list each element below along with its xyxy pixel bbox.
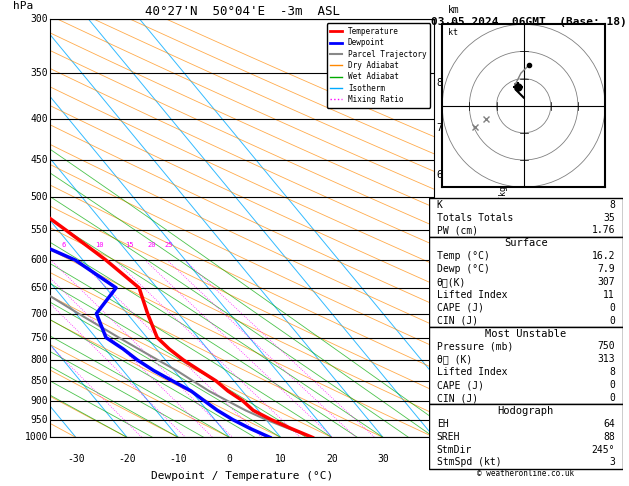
Text: 3: 3 bbox=[436, 309, 442, 319]
Text: 313: 313 bbox=[598, 354, 615, 364]
Text: 750: 750 bbox=[598, 342, 615, 351]
Text: 350: 350 bbox=[31, 68, 48, 78]
Text: 64: 64 bbox=[603, 419, 615, 429]
Text: EH: EH bbox=[437, 419, 448, 429]
Text: 15: 15 bbox=[125, 243, 134, 248]
FancyBboxPatch shape bbox=[429, 404, 623, 469]
Text: Surface: Surface bbox=[504, 239, 548, 248]
Text: 4: 4 bbox=[436, 266, 442, 277]
Text: 500: 500 bbox=[31, 192, 48, 202]
Text: 3: 3 bbox=[609, 457, 615, 468]
Text: hPa: hPa bbox=[13, 1, 33, 11]
Text: StmSpd (kt): StmSpd (kt) bbox=[437, 457, 501, 468]
Text: 800: 800 bbox=[31, 355, 48, 365]
Text: Lifted Index: Lifted Index bbox=[437, 290, 507, 300]
Text: -20: -20 bbox=[118, 454, 136, 464]
Text: =1LCL: =1LCL bbox=[436, 396, 461, 405]
Text: 1.76: 1.76 bbox=[591, 226, 615, 236]
Text: 0: 0 bbox=[609, 303, 615, 313]
Text: CIN (J): CIN (J) bbox=[437, 316, 478, 326]
Text: 7: 7 bbox=[436, 123, 442, 133]
Text: 0: 0 bbox=[226, 454, 232, 464]
Text: 7.9: 7.9 bbox=[598, 264, 615, 274]
Text: K: K bbox=[437, 200, 443, 210]
Text: 25: 25 bbox=[165, 243, 173, 248]
Text: CAPE (J): CAPE (J) bbox=[437, 380, 484, 390]
Text: 850: 850 bbox=[31, 376, 48, 386]
Text: 0: 0 bbox=[609, 316, 615, 326]
Text: 40: 40 bbox=[428, 454, 440, 464]
Text: -30: -30 bbox=[67, 454, 85, 464]
Text: 8: 8 bbox=[609, 200, 615, 210]
Text: 5: 5 bbox=[436, 219, 442, 228]
Text: 0: 0 bbox=[609, 393, 615, 403]
Text: 6: 6 bbox=[436, 170, 442, 180]
Text: 20: 20 bbox=[326, 454, 338, 464]
Text: 2: 2 bbox=[436, 355, 442, 365]
Text: SREH: SREH bbox=[437, 432, 460, 442]
Text: 88: 88 bbox=[603, 432, 615, 442]
Text: 450: 450 bbox=[31, 155, 48, 165]
Text: 400: 400 bbox=[31, 114, 48, 124]
FancyBboxPatch shape bbox=[429, 327, 623, 404]
Text: 8: 8 bbox=[436, 78, 442, 88]
Title: 40°27'N  50°04'E  -3m  ASL: 40°27'N 50°04'E -3m ASL bbox=[145, 5, 340, 18]
Text: 650: 650 bbox=[31, 283, 48, 293]
Text: 300: 300 bbox=[31, 15, 48, 24]
Text: 1000: 1000 bbox=[25, 433, 48, 442]
Legend: Temperature, Dewpoint, Parcel Trajectory, Dry Adiabat, Wet Adiabat, Isotherm, Mi: Temperature, Dewpoint, Parcel Trajectory… bbox=[326, 23, 430, 107]
Text: 245°: 245° bbox=[591, 445, 615, 454]
Text: 8: 8 bbox=[609, 367, 615, 377]
Text: Most Unstable: Most Unstable bbox=[485, 329, 567, 339]
Text: 10: 10 bbox=[95, 243, 104, 248]
Text: 0: 0 bbox=[609, 380, 615, 390]
Text: Dewpoint / Temperature (°C): Dewpoint / Temperature (°C) bbox=[151, 471, 333, 481]
Text: 10: 10 bbox=[275, 454, 287, 464]
Text: -10: -10 bbox=[169, 454, 187, 464]
Text: 16.2: 16.2 bbox=[591, 251, 615, 261]
Text: © weatheronline.co.uk: © weatheronline.co.uk bbox=[477, 469, 574, 478]
Text: PW (cm): PW (cm) bbox=[437, 226, 478, 236]
Text: Temp (°C): Temp (°C) bbox=[437, 251, 489, 261]
Text: StmDir: StmDir bbox=[437, 445, 472, 454]
Text: 900: 900 bbox=[31, 396, 48, 406]
FancyBboxPatch shape bbox=[429, 237, 623, 327]
Text: km: km bbox=[448, 5, 459, 15]
Text: 11: 11 bbox=[603, 290, 615, 300]
Text: kt: kt bbox=[448, 28, 458, 37]
Text: 30: 30 bbox=[377, 454, 389, 464]
FancyBboxPatch shape bbox=[429, 198, 623, 237]
Text: Mixing Ratio (g/kg): Mixing Ratio (g/kg) bbox=[499, 181, 508, 276]
Text: Totals Totals: Totals Totals bbox=[437, 212, 513, 223]
Text: 550: 550 bbox=[31, 225, 48, 235]
Text: 20: 20 bbox=[147, 243, 156, 248]
Text: 950: 950 bbox=[31, 415, 48, 425]
Text: 35: 35 bbox=[603, 212, 615, 223]
Text: θᴄ(K): θᴄ(K) bbox=[437, 277, 466, 287]
Text: CAPE (J): CAPE (J) bbox=[437, 303, 484, 313]
Text: θᴄ (K): θᴄ (K) bbox=[437, 354, 472, 364]
Text: 700: 700 bbox=[31, 309, 48, 319]
Text: Hodograph: Hodograph bbox=[498, 406, 554, 416]
Text: Pressure (mb): Pressure (mb) bbox=[437, 342, 513, 351]
Text: 1: 1 bbox=[436, 396, 442, 406]
Text: 307: 307 bbox=[598, 277, 615, 287]
Text: 6: 6 bbox=[61, 243, 65, 248]
Text: 750: 750 bbox=[31, 332, 48, 343]
Text: ASL: ASL bbox=[445, 22, 462, 32]
Text: Lifted Index: Lifted Index bbox=[437, 367, 507, 377]
Text: Dewp (°C): Dewp (°C) bbox=[437, 264, 489, 274]
Text: 600: 600 bbox=[31, 255, 48, 265]
Text: 03.05.2024  06GMT  (Base: 18): 03.05.2024 06GMT (Base: 18) bbox=[431, 17, 626, 27]
Text: CIN (J): CIN (J) bbox=[437, 393, 478, 403]
